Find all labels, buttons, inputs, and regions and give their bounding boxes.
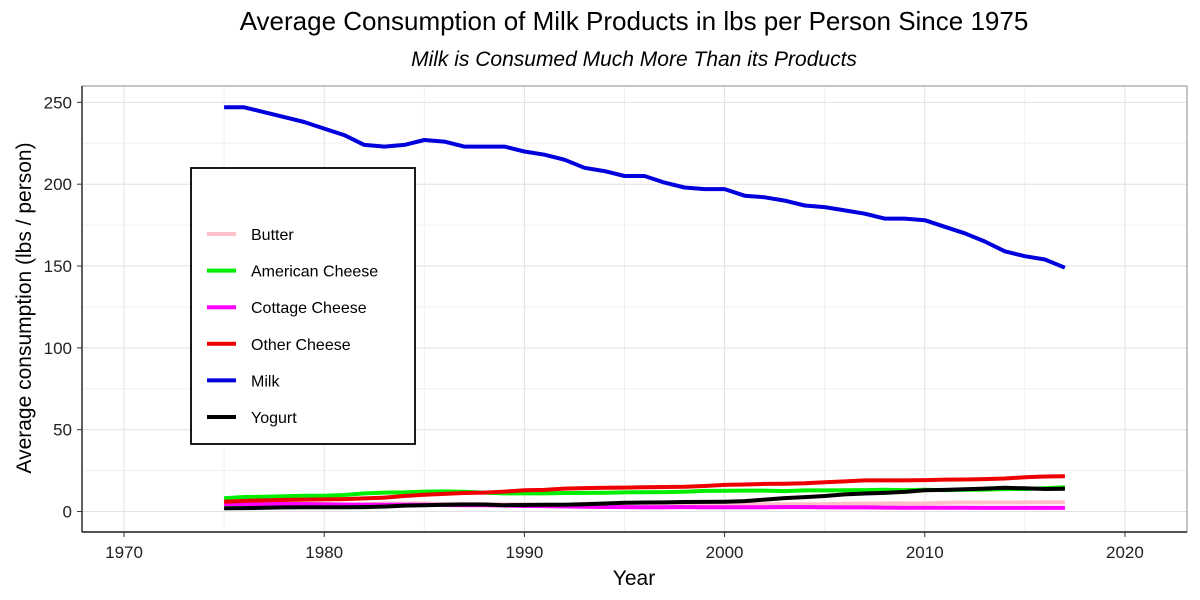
x-tick-label: 2000 [706, 543, 744, 562]
series-line-other-cheese [224, 474, 1065, 504]
y-tick-label: 100 [44, 339, 72, 358]
y-tick-label: 50 [53, 421, 72, 440]
y-axis-title: Average consumption (lbs / person) [13, 142, 36, 473]
y-tick-label: 200 [44, 175, 72, 194]
legend: Butter American Cheese Cottage Cheese Other… [190, 167, 416, 445]
x-tick-label: 1980 [305, 543, 343, 562]
y-tick-label: 0 [63, 503, 72, 522]
x-tick-label: 1990 [505, 543, 543, 562]
x-tick-label: 2010 [906, 543, 944, 562]
chart-subtitle: Milk is Consumed Much More Than its Prod… [411, 48, 857, 71]
series-line-yogurt [224, 485, 1065, 511]
legend-label-milk: Milk [251, 373, 280, 390]
x-tick-label: 1970 [105, 543, 143, 562]
axis-ticks: 1970 1980 1990 2000 2010 2020 0 50 100 150 200 250 [44, 93, 1144, 562]
legend-label-other-cheese: Other Cheese [251, 337, 351, 354]
legend-label-butter: Butter [251, 227, 294, 244]
series-lines [223, 105, 1066, 511]
grid [82, 86, 1187, 532]
series-line-cottage-cheese [224, 501, 1065, 510]
x-axis-title: Year [613, 567, 655, 590]
legend-label-yogurt: Yogurt [251, 410, 297, 427]
plot-border [81, 85, 1188, 533]
chart-title: Average Consumption of Milk Products in … [240, 6, 1029, 36]
series-line-milk [224, 105, 1066, 270]
legend-label-american-cheese: American Cheese [251, 264, 378, 281]
x-tick-label: 2020 [1106, 543, 1144, 562]
y-tick-label: 250 [44, 93, 72, 112]
legend-label-cottage-cheese: Cottage Cheese [251, 300, 367, 317]
y-tick-label: 150 [44, 257, 72, 276]
